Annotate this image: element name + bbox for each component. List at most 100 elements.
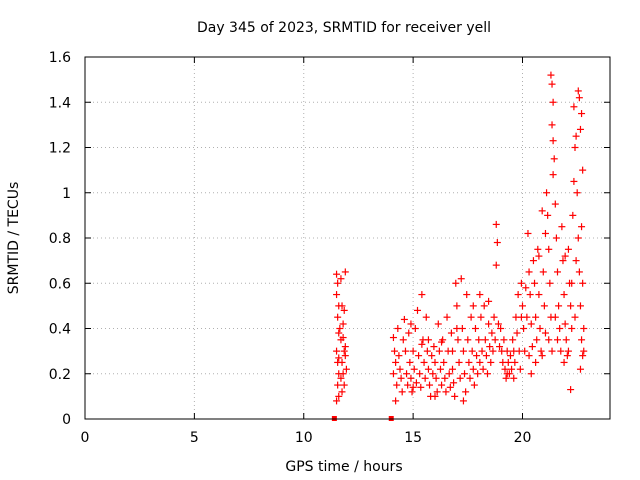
data-point xyxy=(393,381,401,389)
data-point xyxy=(485,320,493,328)
data-point xyxy=(575,268,583,276)
data-point xyxy=(559,257,567,265)
data-point xyxy=(438,338,446,346)
data-point xyxy=(486,343,494,351)
data-point xyxy=(545,336,553,344)
data-point xyxy=(340,306,348,314)
data-point xyxy=(441,374,449,382)
data-point xyxy=(406,358,414,366)
data-point xyxy=(526,291,534,299)
data-point xyxy=(500,336,508,344)
data-point xyxy=(574,87,582,95)
data-point xyxy=(442,388,450,396)
x-tick-label: 20 xyxy=(514,430,532,446)
data-point xyxy=(567,386,575,394)
data-point xyxy=(340,381,348,389)
data-point xyxy=(409,383,417,391)
data-point xyxy=(490,313,498,321)
data-point xyxy=(341,268,349,276)
data-point xyxy=(492,220,500,228)
data-points xyxy=(333,71,588,405)
data-point xyxy=(532,358,540,366)
data-point xyxy=(338,358,346,366)
data-point xyxy=(476,358,484,366)
data-point xyxy=(529,257,537,265)
data-point xyxy=(432,374,440,382)
data-point xyxy=(485,297,493,305)
data-point xyxy=(341,352,349,360)
data-point xyxy=(420,358,428,366)
data-point xyxy=(333,270,341,278)
data-point xyxy=(438,381,446,389)
data-point xyxy=(509,336,517,344)
data-point xyxy=(488,329,496,337)
data-point xyxy=(548,347,556,355)
data-point xyxy=(540,302,548,310)
data-point xyxy=(517,279,525,287)
data-point xyxy=(391,347,399,355)
x-tick-label: 5 xyxy=(190,430,199,446)
data-point xyxy=(462,388,470,396)
data-point xyxy=(480,302,488,310)
data-point xyxy=(389,334,397,342)
data-point xyxy=(440,358,448,366)
y-tick-label: 1.6 xyxy=(49,50,71,66)
data-point xyxy=(494,320,502,328)
data-point xyxy=(467,313,475,321)
data-point xyxy=(503,347,511,355)
data-point xyxy=(557,347,565,355)
data-point xyxy=(457,275,465,283)
data-point xyxy=(337,275,345,283)
data-point xyxy=(546,279,554,287)
data-point xyxy=(502,374,510,382)
data-point xyxy=(549,171,557,179)
y-axis-label: SRMTID / TECUs xyxy=(6,182,22,295)
y-tick-label: 1.4 xyxy=(49,95,71,111)
data-point xyxy=(543,189,551,197)
data-point xyxy=(487,358,495,366)
data-point xyxy=(459,397,467,405)
y-tick-label: 0.6 xyxy=(49,276,71,292)
data-point xyxy=(532,313,540,321)
data-point xyxy=(504,358,512,366)
data-point xyxy=(579,352,587,360)
data-point xyxy=(399,336,407,344)
data-point xyxy=(431,392,439,400)
data-point xyxy=(520,325,528,332)
data-point xyxy=(403,370,411,378)
data-point xyxy=(464,336,472,344)
data-point xyxy=(578,223,586,231)
data-point xyxy=(527,370,535,378)
data-point xyxy=(538,352,546,360)
data-point xyxy=(475,336,483,344)
data-point xyxy=(531,279,539,287)
data-point xyxy=(401,347,409,355)
data-point xyxy=(501,365,509,373)
data-point xyxy=(570,103,578,111)
data-point xyxy=(453,325,461,332)
data-point xyxy=(421,374,429,382)
data-point xyxy=(562,336,570,344)
data-point xyxy=(409,347,417,355)
data-point xyxy=(564,245,572,253)
data-point xyxy=(521,347,529,355)
data-point xyxy=(450,379,458,387)
data-point xyxy=(429,370,437,378)
data-point xyxy=(574,234,582,242)
data-point xyxy=(496,343,504,351)
data-point xyxy=(497,325,505,332)
data-point xyxy=(525,268,533,276)
data-point xyxy=(492,261,500,269)
data-point xyxy=(451,392,459,400)
data-point xyxy=(336,325,344,332)
data-point xyxy=(416,370,424,378)
data-point xyxy=(459,347,467,355)
data-point xyxy=(576,302,584,310)
data-point xyxy=(503,370,511,378)
data-point xyxy=(449,365,456,373)
data-point xyxy=(342,365,350,373)
data-point xyxy=(508,365,516,373)
data-point xyxy=(446,383,454,391)
data-point xyxy=(428,352,436,360)
data-point xyxy=(456,374,464,382)
